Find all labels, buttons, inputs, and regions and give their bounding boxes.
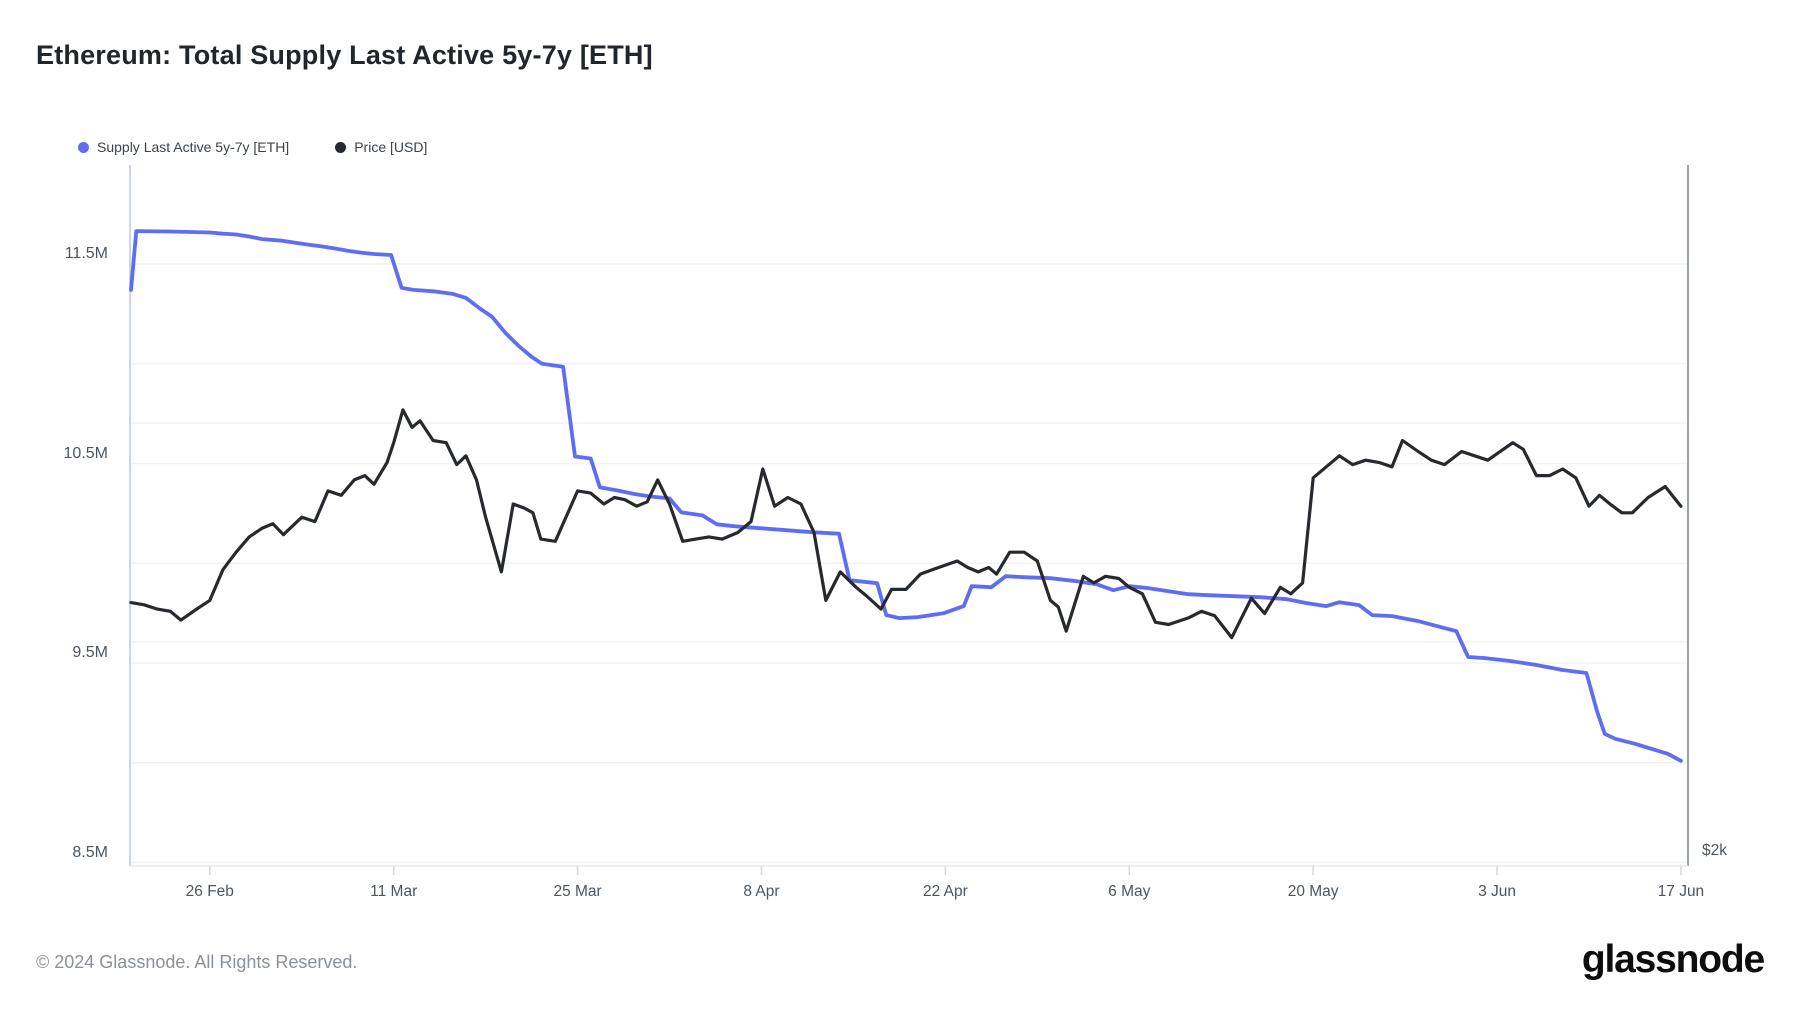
x-axis-tick-label: 17 Jun (1657, 883, 1705, 900)
y-axis-left-tick-label: 10.5M (63, 444, 108, 462)
x-axis-tick-label: 6 May (1108, 883, 1151, 900)
x-axis-tick-label: 26 Feb (185, 883, 234, 900)
legend-label-supply: Supply Last Active 5y-7y [ETH] (97, 139, 290, 155)
legend-item-supply[interactable]: Supply Last Active 5y-7y [ETH] (78, 139, 289, 155)
x-axis-tick-label: 20 May (1287, 883, 1339, 900)
page-title: Ethereum: Total Supply Last Active 5y-7y… (36, 40, 653, 70)
y-axis-right-tick-label: $2k (1702, 842, 1727, 859)
x-axis-tick-label: 11 Mar (370, 883, 418, 900)
x-axis-tick-label: 25 Mar (553, 883, 602, 900)
glassnode-logo: glassnode (1581, 938, 1765, 981)
y-axis-left-tick-label: 9.5M (72, 644, 108, 661)
legend-dot-supply-icon (78, 141, 89, 153)
y-axis-left-tick-label: 11.5M (64, 245, 108, 262)
x-axis-tick-label: 8 Apr (743, 883, 780, 900)
legend-item-price[interactable]: Price [USD] (335, 139, 427, 155)
y-axis-left-tick-label: 8.5M (72, 843, 108, 861)
footer-copyright: © 2024 Glassnode. All Rights Reserved. (36, 952, 358, 972)
x-axis-tick-label: 22 Apr (922, 883, 968, 900)
chart-legend: Supply Last Active 5y-7y [ETH] Price [US… (78, 139, 427, 155)
supply-series-line (129, 229, 1683, 763)
legend-label-price: Price [USD] (354, 139, 428, 155)
legend-dot-price-icon (335, 141, 347, 153)
x-axis-tick-label: 3 Jun (1478, 883, 1516, 900)
price-series-line (129, 408, 1683, 640)
